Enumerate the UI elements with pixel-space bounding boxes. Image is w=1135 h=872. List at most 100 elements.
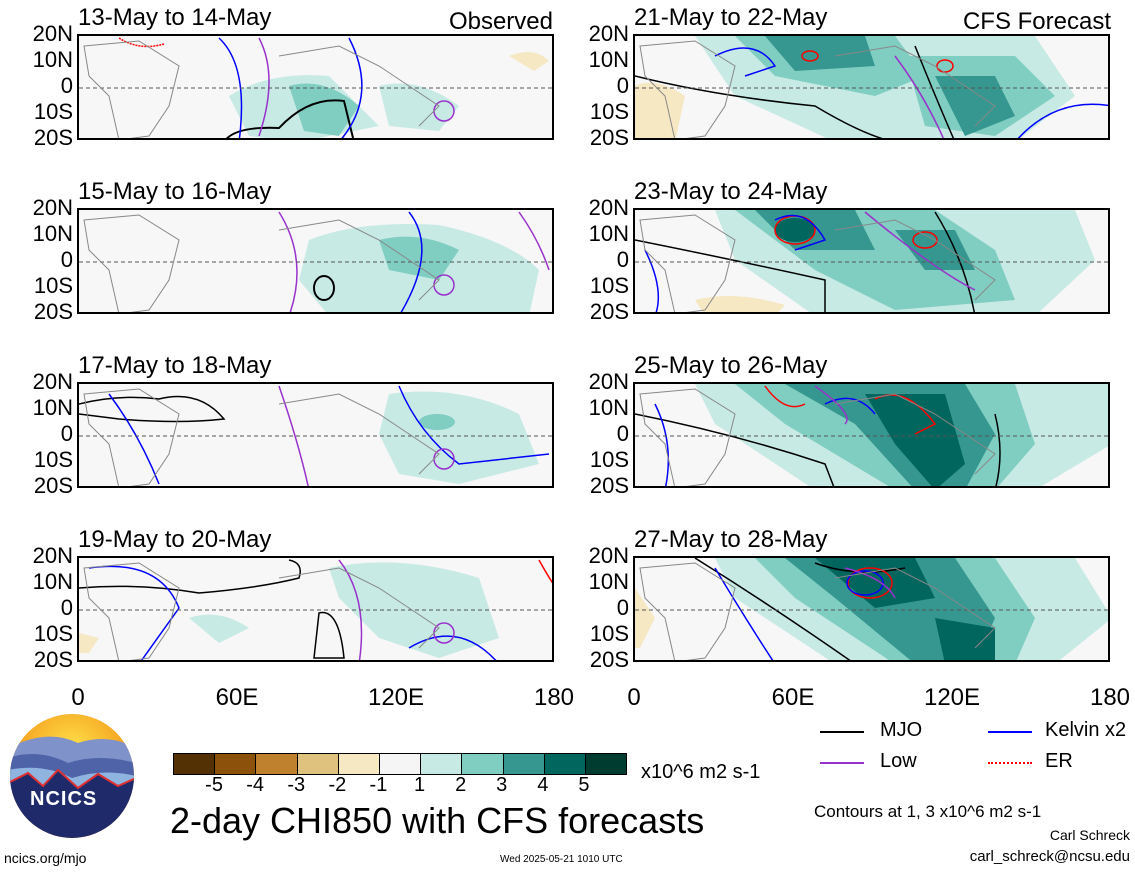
lat-label-right-2-2: 0 bbox=[616, 247, 629, 272]
ncics-logo bbox=[8, 708, 136, 849]
colorbar-swatch bbox=[256, 754, 298, 774]
lon-label-left-120e: 120E bbox=[367, 684, 425, 711]
lat-label-left-2-1: 10N bbox=[32, 221, 73, 246]
colorbar-swatch bbox=[585, 754, 627, 774]
lat-label-left-1-1: 10N bbox=[32, 47, 73, 72]
lat-label-left-1-2: 0 bbox=[60, 73, 73, 98]
panel-title-left-1: 13-May to 14-May bbox=[78, 4, 272, 31]
lat-label-right-1-1: 10N bbox=[588, 47, 629, 72]
lon-label-right-0: 0 bbox=[627, 684, 641, 711]
lat-label-left-3-2: 0 bbox=[60, 421, 73, 446]
lat-label-right-3-4: 20S bbox=[589, 473, 629, 498]
colorbar-tick-label: 5 bbox=[578, 774, 590, 796]
lon-label-left-60e: 60E bbox=[215, 684, 259, 711]
panel-title-right-3: 25-May to 26-May bbox=[634, 352, 828, 379]
lat-label-right-1-3: 10S bbox=[589, 99, 629, 124]
map-panel-13-may bbox=[77, 34, 554, 140]
lat-label-left-3-0: 20N bbox=[32, 369, 73, 394]
lat-label-right-1-0: 20N bbox=[588, 21, 629, 46]
map-panel-17-may bbox=[77, 382, 554, 488]
colorbar-swatch bbox=[503, 754, 545, 774]
legend-line-er bbox=[988, 762, 1032, 764]
colorbar-tick-label: 1 bbox=[413, 774, 426, 796]
lat-label-left-4-3: 10S bbox=[33, 621, 73, 646]
colorbar-units: x10^6 m2 s-1 bbox=[641, 761, 761, 783]
logo-text: NCICS bbox=[30, 788, 98, 810]
lat-label-left-1-3: 10S bbox=[33, 99, 73, 124]
lat-label-right-4-3: 10S bbox=[589, 621, 629, 646]
panel-label-observed: Observed bbox=[448, 8, 553, 35]
main-title: 2-day CHI850 with CFS forecasts bbox=[170, 800, 705, 841]
panel-label-cfs-forecast: CFS Forecast bbox=[962, 8, 1111, 35]
lat-label-right-3-0: 20N bbox=[588, 369, 629, 394]
legend-line-mjo bbox=[820, 731, 864, 733]
legend-label-low: Low bbox=[880, 750, 917, 772]
map-panel-25-may bbox=[633, 382, 1110, 488]
lat-label-left-3-4: 20S bbox=[33, 473, 73, 498]
colorbar-tick-label: -3 bbox=[287, 774, 306, 796]
lon-label-left-0: 0 bbox=[71, 684, 85, 711]
lat-label-left-4-4: 20S bbox=[33, 647, 73, 672]
colorbar-tick-label: -4 bbox=[246, 774, 265, 796]
map-panel-15-may bbox=[77, 208, 554, 314]
lon-label-left-180: 180 bbox=[533, 684, 575, 711]
colorbar-swatch bbox=[462, 754, 504, 774]
lat-label-right-1-2: 0 bbox=[616, 73, 629, 98]
panel-title-left-2: 15-May to 16-May bbox=[78, 178, 272, 205]
website: ncics.org/mjo bbox=[4, 850, 87, 866]
lat-label-right-3-3: 10S bbox=[589, 447, 629, 472]
lat-label-right-2-1: 10N bbox=[588, 221, 629, 246]
lon-label-right-60e: 60E bbox=[771, 684, 815, 711]
author-email: carl_schreck@ncsu.edu bbox=[969, 848, 1130, 865]
timestamp: Wed 2025-05-21 1010 UTC bbox=[500, 854, 623, 865]
lat-label-right-4-4: 20S bbox=[589, 647, 629, 672]
legend-label-mjo: MJO bbox=[880, 719, 923, 741]
lat-label-right-4-2: 0 bbox=[616, 595, 629, 620]
colorbar-swatch bbox=[215, 754, 257, 774]
panel-title-right-1: 21-May to 22-May bbox=[634, 4, 828, 31]
colorbar-swatch bbox=[297, 754, 339, 774]
lat-label-left-3-3: 10S bbox=[33, 447, 73, 472]
map-panel-19-may bbox=[77, 556, 554, 662]
legend-line-low bbox=[820, 762, 864, 764]
panel-title-right-4: 27-May to 28-May bbox=[634, 526, 828, 553]
lat-label-right-4-1: 10N bbox=[588, 569, 629, 594]
colorbar-swatch bbox=[421, 754, 463, 774]
panel-title-right-2: 23-May to 24-May bbox=[634, 178, 828, 205]
colorbar bbox=[173, 753, 627, 775]
lat-label-right-2-0: 20N bbox=[588, 195, 629, 220]
lat-label-right-2-3: 10S bbox=[589, 273, 629, 298]
colorbar-tick-label: -5 bbox=[205, 774, 223, 796]
lat-label-right-4-0: 20N bbox=[588, 543, 629, 568]
lat-label-left-2-4: 20S bbox=[33, 299, 73, 324]
colorbar-swatch bbox=[544, 754, 586, 774]
legend-label-er: ER bbox=[1045, 750, 1073, 772]
colorbar-swatch bbox=[338, 754, 380, 774]
colorbar-swatch bbox=[379, 754, 422, 774]
lon-label-right-180: 180 bbox=[1089, 684, 1131, 711]
map-panel-27-may bbox=[633, 556, 1110, 662]
colorbar-tick-label: -1 bbox=[369, 774, 388, 796]
lat-label-left-2-2: 0 bbox=[60, 247, 73, 272]
lat-label-left-4-1: 10N bbox=[32, 569, 73, 594]
lat-label-right-2-4: 20S bbox=[589, 299, 629, 324]
map-panel-21-may bbox=[633, 34, 1110, 140]
colorbar-tick-label: 3 bbox=[496, 774, 508, 796]
colorbar-tick-label: 4 bbox=[537, 774, 549, 796]
map-panel-23-may bbox=[633, 208, 1110, 314]
lat-label-left-3-1: 10N bbox=[32, 395, 73, 420]
lat-label-left-4-2: 0 bbox=[60, 595, 73, 620]
lat-label-right-1-4: 20S bbox=[589, 125, 629, 150]
lat-label-left-2-0: 20N bbox=[32, 195, 73, 220]
lat-label-right-3-1: 10N bbox=[588, 395, 629, 420]
lat-label-left-2-3: 10S bbox=[33, 273, 73, 298]
colorbar-tick-label: 2 bbox=[455, 774, 467, 796]
lat-label-left-4-0: 20N bbox=[32, 543, 73, 568]
colorbar-tick-label: -2 bbox=[328, 774, 347, 796]
lat-label-left-1-0: 20N bbox=[32, 21, 73, 46]
lon-label-right-120e: 120E bbox=[923, 684, 981, 711]
panel-title-left-3: 17-May to 18-May bbox=[78, 352, 272, 379]
panel-title-left-4: 19-May to 20-May bbox=[78, 526, 272, 553]
contours-note: Contours at 1, 3 x10^6 m2 s-1 bbox=[814, 802, 1042, 821]
lat-label-left-1-4: 20S bbox=[33, 125, 73, 150]
